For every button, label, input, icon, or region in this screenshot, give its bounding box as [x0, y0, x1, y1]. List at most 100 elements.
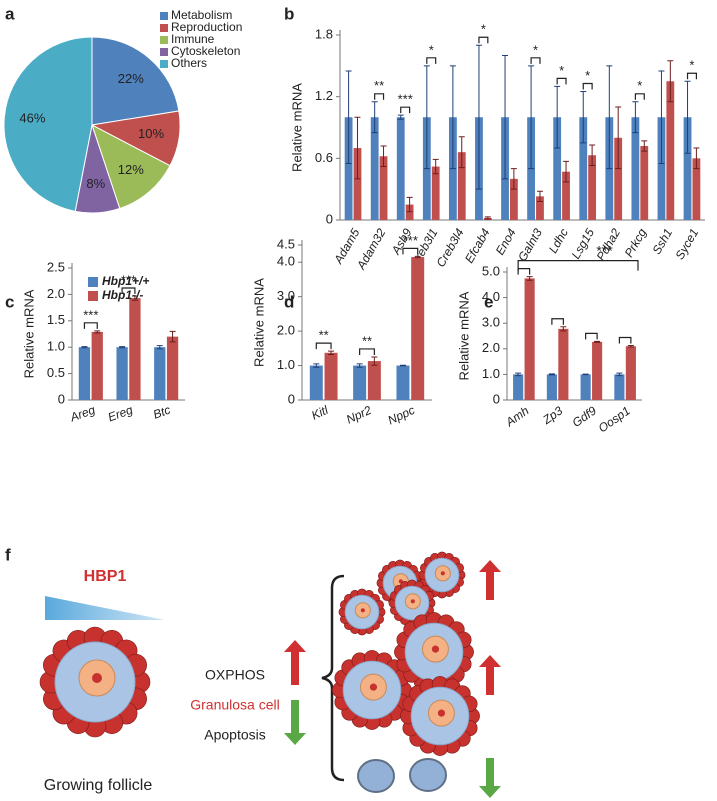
significance-bracket	[556, 77, 567, 85]
panel-letter: d	[284, 292, 294, 311]
bar	[524, 278, 535, 400]
error-bar	[406, 196, 413, 213]
x-tick-label: Ereg	[106, 403, 135, 425]
bar	[129, 298, 141, 400]
y-tick-label: 1.5	[47, 312, 65, 327]
bar	[546, 374, 557, 400]
bar	[154, 347, 166, 400]
legend-label: Hbp1-/-	[102, 288, 143, 302]
error-bar	[414, 255, 421, 259]
error-bar	[356, 363, 363, 368]
x-tick-label: Btc	[151, 403, 172, 422]
significance-bracket	[585, 332, 598, 340]
error-bar	[156, 345, 163, 350]
effect-label: Granulosa cell	[190, 697, 280, 713]
significance-bracket	[517, 260, 639, 271]
significance-label: ***	[403, 233, 418, 248]
significance-bracket	[686, 72, 697, 80]
error-bar	[580, 91, 587, 144]
x-tick-label: Ssh1	[649, 226, 675, 257]
y-tick-label: 0	[58, 391, 65, 406]
error-bar	[397, 114, 404, 120]
significance-bracket	[374, 93, 385, 100]
significance-label: *	[533, 42, 538, 57]
error-bar	[432, 158, 439, 175]
error-bar	[563, 160, 570, 183]
legend-swatch	[88, 277, 98, 287]
x-tick-label: Amh	[502, 403, 531, 429]
error-bar	[641, 140, 648, 152]
legend-swatch	[160, 12, 168, 20]
legend-swatch	[88, 291, 98, 301]
significance-bracket	[478, 36, 489, 44]
error-bar	[582, 373, 589, 376]
bar	[657, 117, 666, 220]
error-bar	[560, 326, 567, 332]
bar	[353, 148, 362, 220]
error-bar	[627, 344, 634, 348]
significance-bracket	[634, 93, 645, 100]
significance-label: *	[481, 22, 486, 37]
significance-bracket	[315, 342, 332, 350]
legend-swatch	[160, 36, 168, 44]
error-bar	[371, 101, 378, 134]
x-tick-label: Zp3	[539, 403, 565, 427]
x-tick-label: Galnt3	[515, 226, 545, 264]
nucleus	[360, 608, 365, 613]
error-bar	[589, 144, 596, 167]
significance-label: *	[429, 42, 434, 57]
error-bar	[423, 65, 430, 170]
bar	[614, 374, 625, 400]
arrow	[284, 700, 306, 745]
bar	[367, 361, 381, 400]
significance-label: ***	[398, 92, 413, 107]
pie-slice	[3, 36, 93, 212]
y-axis-label: Relative mRNA	[251, 278, 266, 367]
arrow	[284, 640, 306, 685]
pie-slice	[91, 123, 171, 210]
panel-letter: b	[284, 4, 294, 23]
bar	[640, 146, 649, 220]
legend-swatch	[160, 24, 168, 32]
x-tick-label: Npr2	[344, 403, 374, 427]
y-tick-label: 4.5	[277, 236, 295, 251]
error-bar	[616, 372, 623, 377]
error-bar	[119, 346, 126, 349]
nucleus	[437, 709, 446, 717]
error-bar	[632, 101, 639, 134]
panel-letter: a	[5, 4, 15, 23]
error-bar	[502, 55, 509, 180]
error-bar	[169, 330, 176, 343]
significance-label: *	[559, 63, 564, 78]
bar	[396, 365, 410, 400]
y-tick-label: 0	[493, 391, 500, 406]
significance-label: **	[319, 328, 329, 343]
value-label: 10%	[138, 126, 164, 141]
error-bar	[371, 356, 378, 366]
error-bar	[554, 85, 561, 149]
axis-line	[339, 30, 705, 221]
error-bar	[684, 80, 691, 154]
apoptotic-cell	[409, 758, 447, 792]
y-tick-label: 1.0	[47, 339, 65, 354]
bar	[457, 152, 466, 220]
error-bar	[606, 65, 613, 170]
nucleus	[410, 599, 415, 604]
y-axis-label: Relative mRNA	[21, 289, 36, 378]
nucleus	[92, 673, 102, 683]
x-tick-label: Eno4	[493, 226, 519, 258]
x-tick-label: Syce1	[673, 226, 702, 262]
significance-label: ***	[121, 272, 136, 287]
legend-label: Reproduction	[171, 20, 242, 34]
pie-slice	[91, 36, 180, 126]
error-bar	[94, 330, 101, 334]
cell-label: Growing follicle	[44, 777, 153, 794]
bar	[553, 117, 562, 220]
error-bar	[615, 106, 622, 170]
y-tick-label: 1.8	[315, 26, 333, 41]
legend-label: Immune	[171, 32, 215, 46]
significance-bracket	[426, 57, 437, 64]
y-tick-label: 1.0	[482, 366, 500, 381]
bar	[592, 341, 603, 400]
x-tick-label: Oosp1	[596, 404, 633, 436]
